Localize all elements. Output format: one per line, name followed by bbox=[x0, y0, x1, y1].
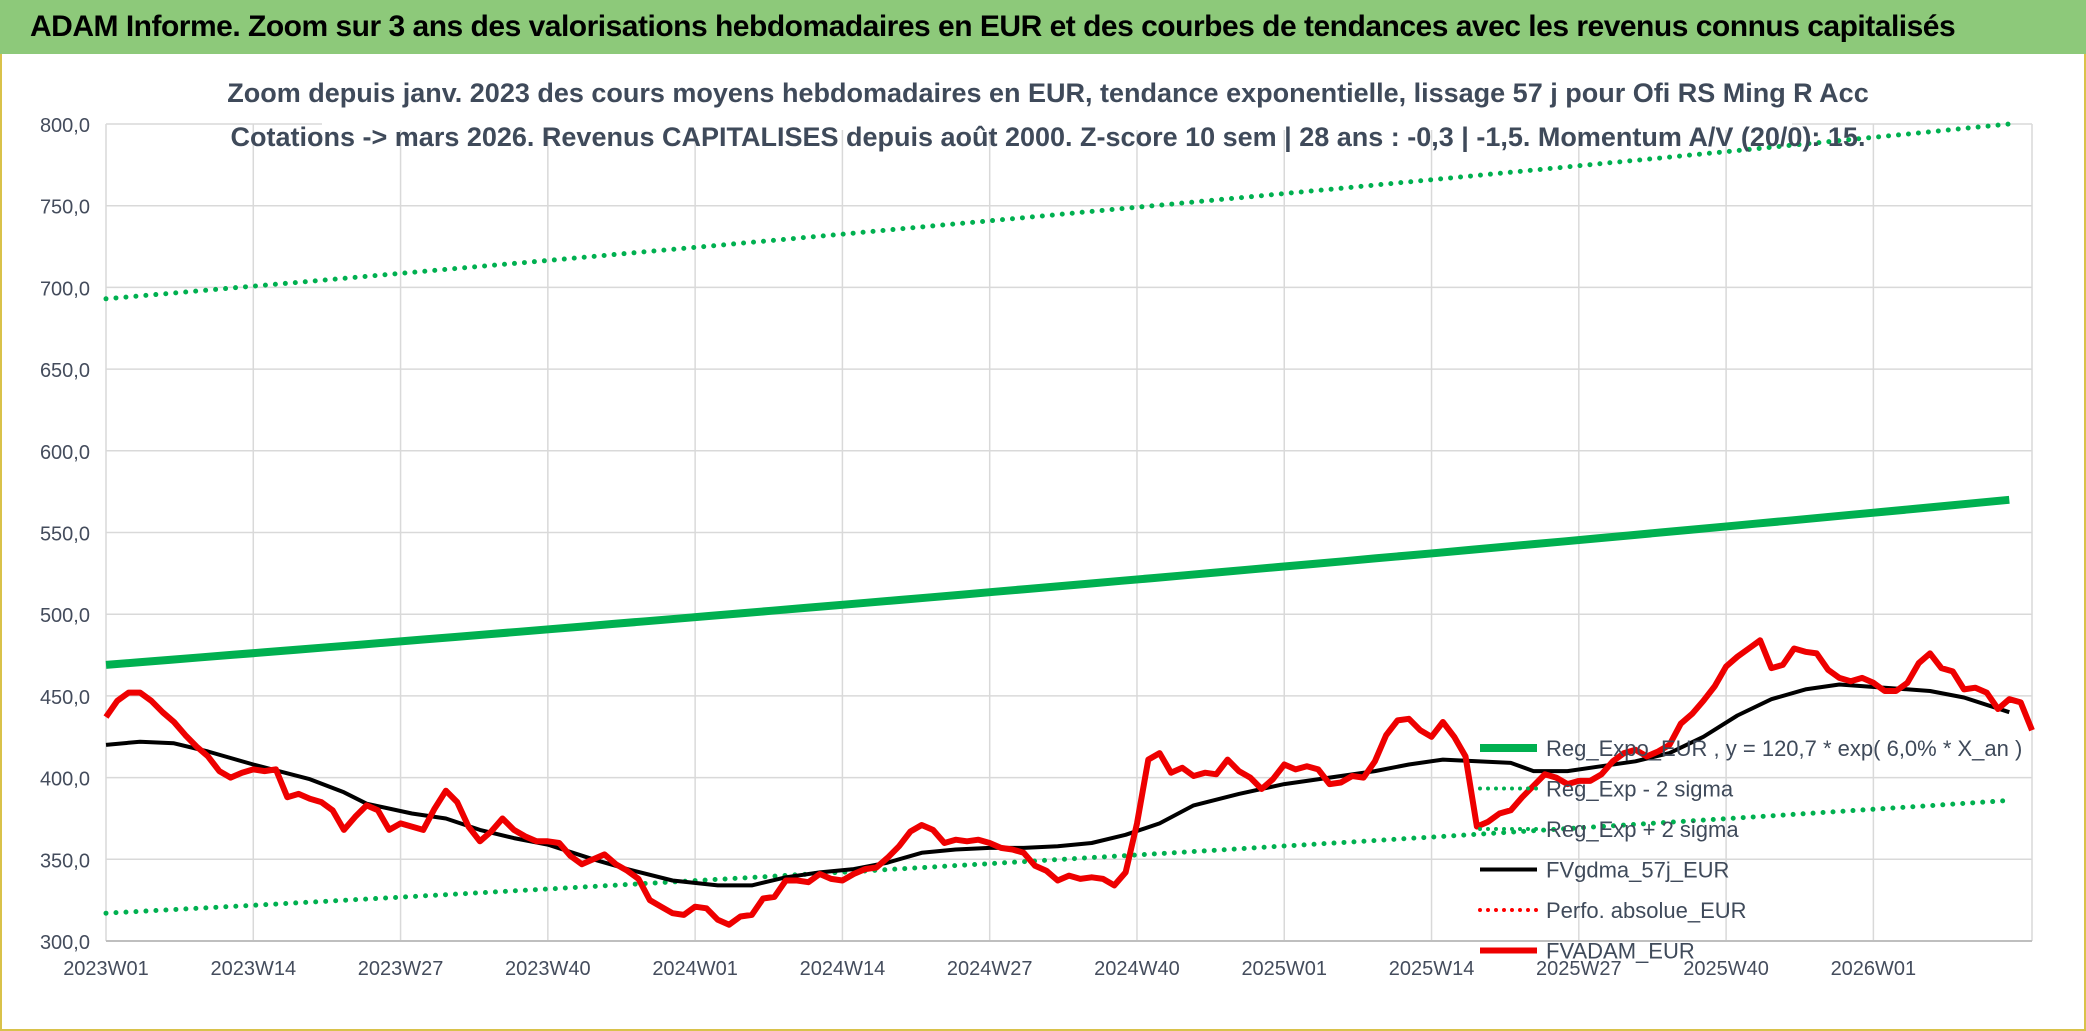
line-chart: 800,0 750,0 700,0 650,0 600,0 550,0 500,0 450,0… bbox=[40, 54, 2035, 980]
y-tick-label: 800,0 bbox=[40, 115, 90, 137]
y-tick-label: 750,0 bbox=[40, 197, 90, 219]
x-tick-label: 2025W01 bbox=[1241, 958, 1327, 980]
header-bar: ADAM Informe. Zoom sur 3 ans des valoris… bbox=[0, 0, 2086, 54]
series-line bbox=[103, 121, 2012, 302]
y-tick-label: 400,0 bbox=[40, 769, 90, 791]
chart-grid bbox=[105, 123, 2033, 942]
y-axis-ticks: 800,0 750,0 700,0 650,0 600,0 550,0 500,0 450,0… bbox=[40, 115, 90, 954]
y-tick-label: 650,0 bbox=[40, 360, 90, 382]
y-tick-label: 450,0 bbox=[40, 687, 90, 709]
subtitle-line-2: Cotations -> mars 2026. Revenus CAPITALI… bbox=[231, 122, 1866, 152]
chart-frame: 800,0 750,0 700,0 650,0 600,0 550,0 500,0 450,0… bbox=[0, 54, 2086, 1031]
x-tick-label: 2023W14 bbox=[210, 958, 296, 980]
legend-label: Reg_Exp + 2 sigma bbox=[1546, 817, 1739, 842]
series-line bbox=[103, 637, 2035, 928]
x-tick-label: 2024W14 bbox=[800, 958, 886, 980]
page-title: ADAM Informe. Zoom sur 3 ans des valoris… bbox=[30, 10, 1956, 43]
series-line bbox=[105, 495, 2010, 669]
legend-label: FVgdma_57j_EUR bbox=[1546, 858, 1729, 883]
x-tick-label: 2025W14 bbox=[1389, 958, 1475, 980]
y-tick-label: 600,0 bbox=[40, 442, 90, 464]
y-tick-label: 500,0 bbox=[40, 605, 90, 627]
y-tick-label: 300,0 bbox=[40, 932, 90, 954]
x-tick-label: 2023W40 bbox=[505, 958, 591, 980]
y-tick-label: 550,0 bbox=[40, 524, 90, 546]
x-tick-label: 2024W27 bbox=[947, 958, 1033, 980]
legend-label: Perfo. absolue_EUR bbox=[1546, 898, 1747, 923]
x-tick-label: 2025W27 bbox=[1536, 958, 1622, 980]
x-tick-label: 2026W01 bbox=[1831, 958, 1917, 980]
chart-subtitle: Zoom depuis janv. 2023 des cours moyens … bbox=[227, 54, 1869, 152]
legend-label: Reg_Exp - 2 sigma bbox=[1546, 777, 1734, 802]
y-tick-label: 350,0 bbox=[40, 850, 90, 872]
x-tick-label: 2023W01 bbox=[63, 958, 149, 980]
subtitle-background bbox=[322, 54, 1792, 130]
legend-label: FVADAM_EUR bbox=[1546, 939, 1695, 964]
y-tick-label: 700,0 bbox=[40, 278, 90, 300]
x-tick-label: 2024W01 bbox=[652, 958, 738, 980]
subtitle-line-1: Zoom depuis janv. 2023 des cours moyens … bbox=[227, 78, 1868, 108]
x-tick-label: 2024W40 bbox=[1094, 958, 1180, 980]
x-tick-label: 2023W27 bbox=[358, 958, 444, 980]
series-line bbox=[105, 682, 2010, 888]
chart-legend: Reg_Expo_EUR , y = 120,7 * exp( 6,0% * X… bbox=[1478, 736, 2022, 964]
chart-series bbox=[103, 121, 2035, 928]
series-line bbox=[103, 798, 2012, 916]
legend-label: Reg_Expo_EUR , y = 120,7 * exp( 6,0% * X… bbox=[1546, 736, 2022, 761]
x-tick-label: 2025W40 bbox=[1683, 958, 1769, 980]
x-axis-ticks: 2023W01 2023W14 2023W27 2023W40 2024W01 2024W… bbox=[63, 958, 1916, 980]
